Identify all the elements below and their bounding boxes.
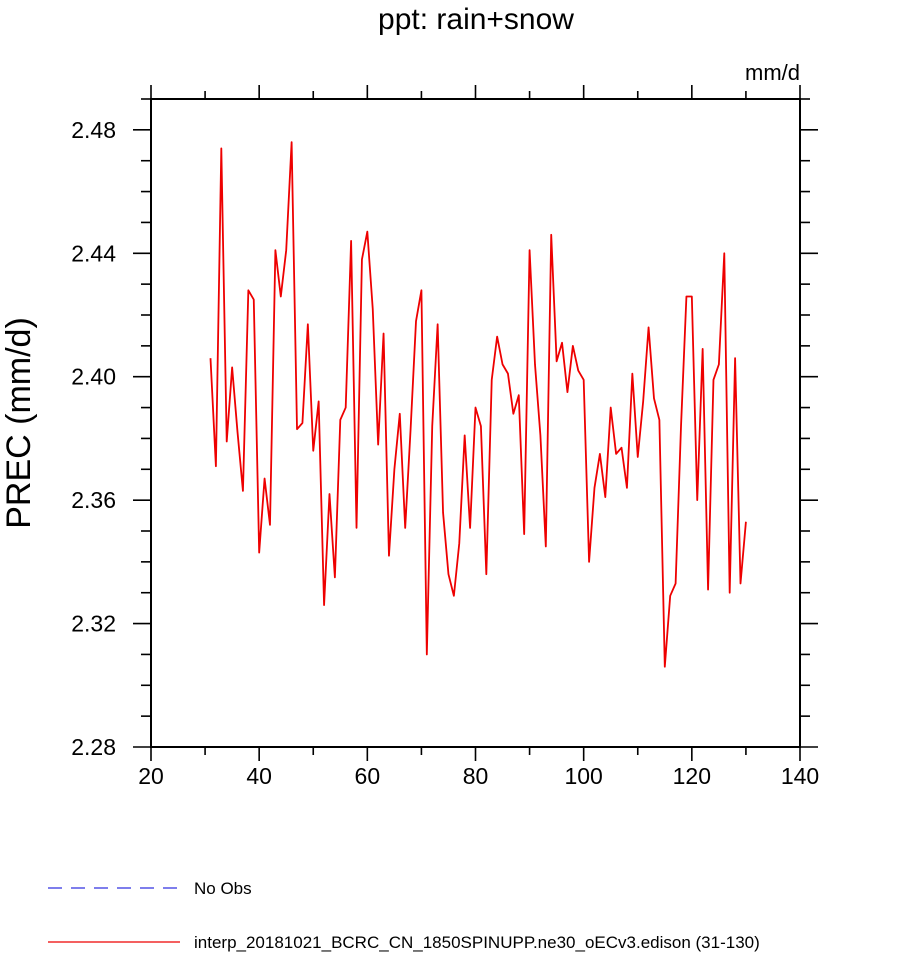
plot-frame [150,98,801,748]
x-tick-label: 60 [355,763,381,789]
axis-ticks [133,85,818,761]
y-tick-label: 2.36 [71,487,116,513]
legend-label-model: interp_20181021_BCRC_CN_1850SPINUPP.ne30… [194,933,760,952]
x-tick-label: 120 [673,763,711,789]
y-tick-label: 2.32 [71,611,116,637]
legend-label-no-obs: No Obs [194,879,252,898]
x-tick-label: 100 [564,763,602,789]
axis-tick-labels: 20 40 60 80 100 120 140 2.28 2.32 2.36 2.40 2.44 2.4… [71,117,819,789]
y-tick-label: 2.48 [71,117,116,143]
y-axis-label: PREC (mm/d) [0,317,38,529]
legend: No Obs interp_20181021_BCRC_CN_1850SPINU… [48,879,760,952]
y-tick-label: 2.28 [71,734,116,760]
x-tick-label: 80 [463,763,489,789]
x-tick-label: 140 [781,763,819,789]
chart-title: ppt: rain+snow [378,3,574,36]
y-tick-label: 2.40 [71,364,116,390]
series-layer [209,141,747,668]
series-line-1 [209,141,747,668]
x-tick-label: 20 [138,763,164,789]
x-tick-label: 40 [246,763,272,789]
y-tick-label: 2.44 [71,240,116,266]
units-label: mm/d [745,60,800,85]
